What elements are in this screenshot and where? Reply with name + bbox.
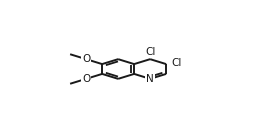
Text: Cl: Cl <box>172 58 182 68</box>
Text: Cl: Cl <box>145 47 155 57</box>
Text: O: O <box>82 54 90 64</box>
Text: O: O <box>82 74 90 84</box>
Text: N: N <box>146 74 154 84</box>
